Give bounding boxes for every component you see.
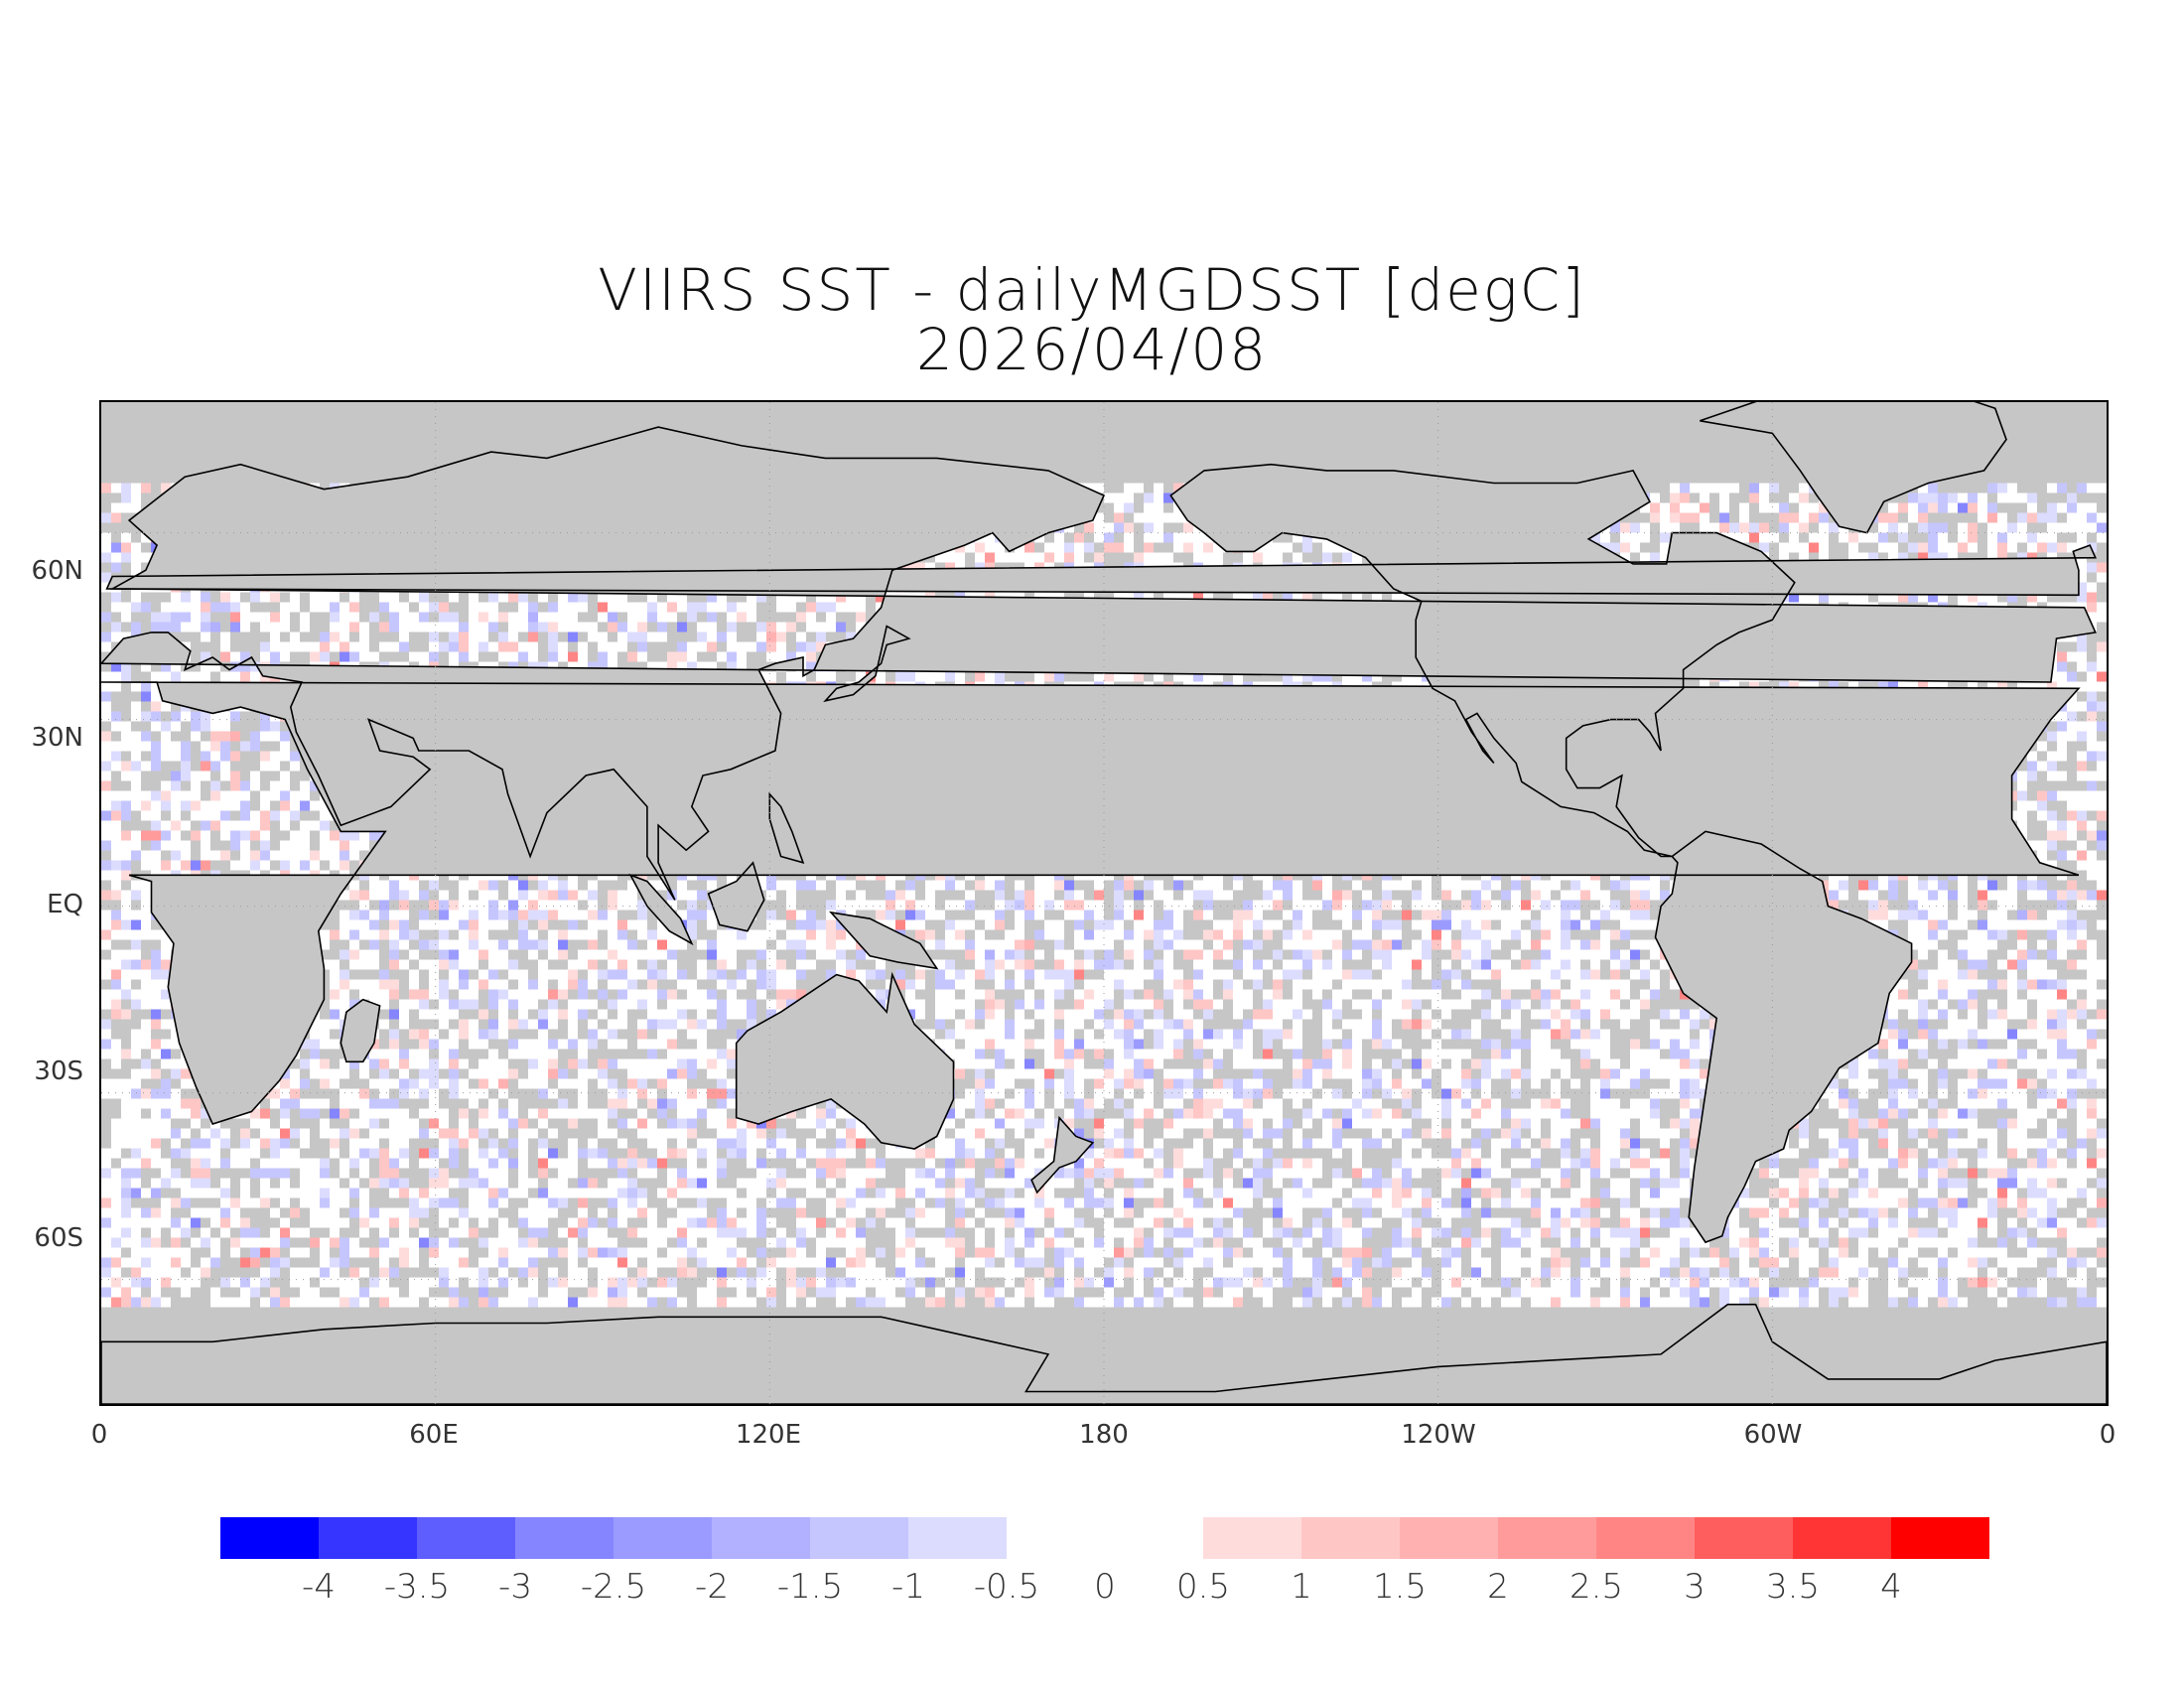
coastlines (101, 402, 2107, 1404)
coastline-philippines (768, 791, 805, 864)
land-borneo (708, 862, 764, 931)
colorbar-swatch-pos-5 (1695, 1517, 1793, 1559)
colorbar-label: -4 (302, 1567, 336, 1607)
lon-label-120w: 120W (1401, 1420, 1476, 1450)
colorbar-label: -1.5 (776, 1567, 844, 1607)
colorbar-swatch-pos-4 (1596, 1517, 1695, 1559)
colorbar-label: 1 (1291, 1567, 1312, 1607)
ocean-fields (101, 402, 2107, 1404)
coastline-samerica (1654, 830, 1913, 1244)
colorbar-swatch-pos-0 (1203, 1517, 1301, 1559)
sst-anomaly-map (99, 400, 2109, 1406)
colorbar-label: -3 (498, 1567, 532, 1607)
land-sumatra (630, 875, 692, 944)
colorbar-swatch-pos-6 (1793, 1517, 1891, 1559)
colorbar-swatch-neg-1 (319, 1517, 417, 1559)
colorbar-swatch-neg-4 (614, 1517, 712, 1559)
coastline-newguinea (829, 911, 939, 970)
land-australia (736, 974, 954, 1149)
land-samerica (1655, 831, 1912, 1243)
coastline-madagascar (340, 998, 381, 1063)
land-newguinea (831, 912, 937, 969)
colorbar-swatch-neg-7 (908, 1517, 1007, 1559)
coastline-namerica (1169, 463, 1796, 858)
colorbar-label: 3 (1684, 1567, 1706, 1607)
colorbar-swatch-neg-0 (220, 1517, 319, 1559)
lon-label-60w: 60W (1743, 1420, 1803, 1450)
colorbar-label: -2.5 (580, 1567, 647, 1607)
lon-label-180: 180 (1079, 1420, 1129, 1450)
colorbar-swatch-pos-3 (1498, 1517, 1596, 1559)
land-eurasia (101, 427, 2096, 901)
coastline-antarctica (101, 1303, 2107, 1404)
colorbar-label: 3.5 (1765, 1567, 1821, 1607)
lon-label-60e: 60E (409, 1420, 459, 1450)
coastline-japan (823, 625, 911, 703)
land-nz (1031, 1117, 1093, 1193)
coastline-nz (1030, 1115, 1095, 1195)
land-greenland (1700, 402, 2006, 533)
colorbar-swatch-neg-6 (810, 1517, 908, 1559)
land-namerica (1170, 464, 1795, 857)
coastline-australia (735, 971, 955, 1150)
colorbar-label: 4 (1880, 1567, 1902, 1607)
colorbar-label: -1 (891, 1567, 925, 1607)
colorbar-label: 1.5 (1372, 1567, 1428, 1607)
colorbar-label: 2.5 (1569, 1567, 1624, 1607)
coastline-greenland (1700, 402, 2007, 534)
coastline-borneo (707, 861, 765, 932)
colorbar-label: 0 (1094, 1567, 1116, 1607)
map-date: 2026/04/08 (915, 316, 1269, 383)
land-japan (825, 626, 909, 701)
lon-label-120e: 120E (735, 1420, 802, 1450)
lat-label-30s: 30S (34, 1056, 83, 1086)
coastline-eurasia (101, 426, 2097, 901)
map-canvas (101, 402, 2107, 1404)
colorbar-swatch-neg-5 (712, 1517, 810, 1559)
lat-label-eq: EQ (47, 890, 83, 919)
coastline-sumatra (628, 873, 694, 946)
lon-label-0: 0 (90, 1420, 108, 1450)
colorbar-swatch-neg-3 (515, 1517, 614, 1559)
coastline-africa (101, 681, 2081, 1125)
map-title: VIIRS SST - dailyMGDSST [degC] (598, 256, 1586, 324)
colorbar-label: -2 (695, 1567, 729, 1607)
land-uk (106, 545, 2096, 596)
coastline-uk (105, 544, 2098, 597)
lon-label-360: 0 (2099, 1420, 2116, 1450)
colorbar-swatch-pos-7 (1891, 1517, 1989, 1559)
lat-label-60s: 60S (34, 1223, 83, 1253)
lat-label-30n: 30N (31, 723, 83, 753)
colorbar-label: 2 (1487, 1567, 1509, 1607)
colorbar-label: -0.5 (973, 1567, 1040, 1607)
colorbar-label: 0.5 (1175, 1567, 1231, 1607)
colorbar-swatch-neg-2 (417, 1517, 515, 1559)
graticule (101, 402, 2107, 1404)
lat-label-60n: 60N (31, 556, 83, 586)
colorbar-swatch-pos-1 (1301, 1517, 1400, 1559)
land-madagascar (341, 999, 380, 1062)
colorbar-swatch-pos-2 (1400, 1517, 1498, 1559)
land-antarctica (101, 1304, 2107, 1404)
colorbar-label: -3.5 (383, 1567, 451, 1607)
